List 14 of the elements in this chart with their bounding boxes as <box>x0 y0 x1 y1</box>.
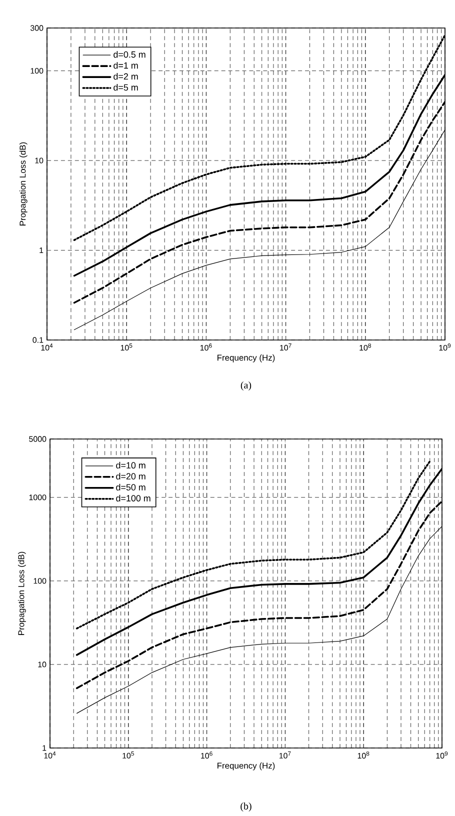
legend-label: d=50 m <box>116 484 146 490</box>
text: (a) <box>241 381 252 391</box>
legend-label: d=2 m <box>114 73 138 80</box>
legend-label: d=10 m <box>116 462 146 469</box>
y-axis-title: Propagation Loss (dB) <box>18 552 26 635</box>
legend-label: d=5 m <box>114 84 138 91</box>
legend-label: d=1 m <box>114 62 138 69</box>
legend-label: d=20 m <box>116 472 146 480</box>
text: (b) <box>240 802 252 812</box>
y-axis-title: Propagation Loss (dB) <box>20 142 28 226</box>
x-axis-title: Frequency (Hz) <box>218 762 275 770</box>
legend-label: d=100 m <box>116 494 150 502</box>
x-axis-title: Frequency (Hz) <box>218 354 275 362</box>
legend-label: d=0.5 m <box>114 51 146 58</box>
